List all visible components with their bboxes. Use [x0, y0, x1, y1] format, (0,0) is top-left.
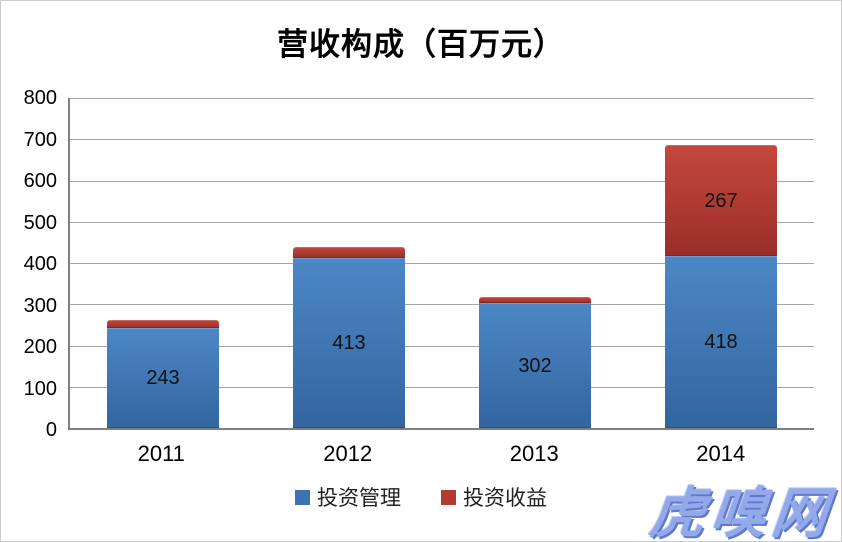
gridline	[70, 386, 814, 388]
bar-slot: 413	[256, 98, 442, 428]
y-tick-label: 400	[23, 253, 57, 275]
x-tick-label: 2013	[509, 441, 559, 466]
gridline	[70, 139, 814, 141]
bar-value-label: 267	[704, 189, 738, 212]
stacked-bar: 413	[293, 98, 405, 428]
y-tick-label: 0	[45, 419, 57, 441]
bar-segment-blue: 243	[107, 327, 219, 428]
bar-segment-blue: 418	[665, 255, 777, 428]
stacked-bar: 243	[107, 98, 219, 428]
bar-segment-red	[479, 297, 591, 304]
y-tick-label: 100	[23, 377, 57, 400]
bar-segment-blue: 413	[293, 257, 405, 428]
bar-segment-red: 267	[665, 145, 777, 256]
plot-area: 243 413 302 418 267	[68, 98, 814, 430]
bar-value-label: 413	[332, 331, 366, 354]
y-tick-label: 300	[23, 294, 57, 317]
bar-slot: 418 267	[628, 98, 814, 428]
bar-segment-red	[293, 246, 405, 258]
legend-label: 投资管理	[317, 487, 401, 510]
bar-slot: 302	[442, 98, 628, 428]
y-tick-label: 500	[23, 211, 57, 234]
bar-value-label: 418	[704, 330, 738, 353]
x-axis: 2011 2012 2013 2014	[68, 441, 814, 471]
x-tick-label: 2014	[696, 441, 746, 466]
y-tick-label: 800	[23, 87, 57, 109]
gridline	[70, 263, 814, 264]
legend-item: 投资收益	[441, 482, 547, 512]
y-tick-label: 700	[23, 128, 57, 151]
chart-title: 营收构成（百万元）	[277, 27, 565, 62]
gridline	[70, 180, 814, 182]
gridline	[70, 221, 814, 223]
legend-swatch-icon	[441, 489, 456, 505]
y-tick-label: 200	[23, 336, 57, 358]
bar-segment-blue: 302	[479, 303, 591, 428]
legend: 投资管理 投资收益	[1, 482, 841, 512]
stacked-bar: 418 267	[665, 98, 777, 428]
bar-slot: 243	[70, 98, 256, 428]
legend-item: 投资管理	[295, 482, 401, 512]
stacked-bar: 302	[479, 98, 591, 428]
gridline	[70, 304, 814, 306]
x-tick-label: 2011	[137, 441, 185, 466]
bar-value-label: 302	[518, 354, 552, 377]
gridline	[70, 98, 814, 99]
x-tick-label: 2012	[323, 441, 373, 466]
legend-label: 投资收益	[463, 487, 547, 510]
y-tick-label: 600	[23, 170, 57, 192]
y-axis: 0 100 200 300 400 500 600 700 800	[1, 88, 57, 440]
bar-segment-red	[107, 319, 219, 328]
gridline	[70, 345, 814, 347]
legend-swatch-icon	[295, 489, 310, 505]
bar-value-label: 243	[146, 366, 180, 389]
